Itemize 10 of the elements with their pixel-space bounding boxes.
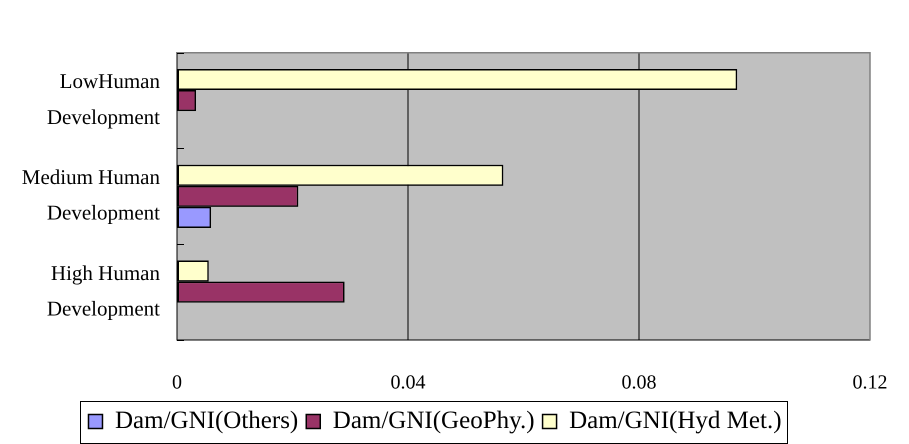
x-tick-label: 0.04 [390, 371, 426, 394]
x-tick-label: 0.12 [852, 371, 888, 394]
x-tick-label: 0.08 [622, 371, 656, 394]
x-tick-label: 0 [172, 371, 182, 394]
y-tick-label: High Human Development [46, 260, 160, 320]
y-tick-label: Medium Human Development [22, 165, 160, 225]
legend-label: Dam/GNI(Hyd Met.) [569, 407, 782, 434]
y-tick-label: LowHuman Development [46, 69, 160, 129]
legend-label: Dam/GNI(GeoPhy.) [332, 407, 535, 434]
legend-label: Dam/GNI(Others) [114, 407, 298, 434]
